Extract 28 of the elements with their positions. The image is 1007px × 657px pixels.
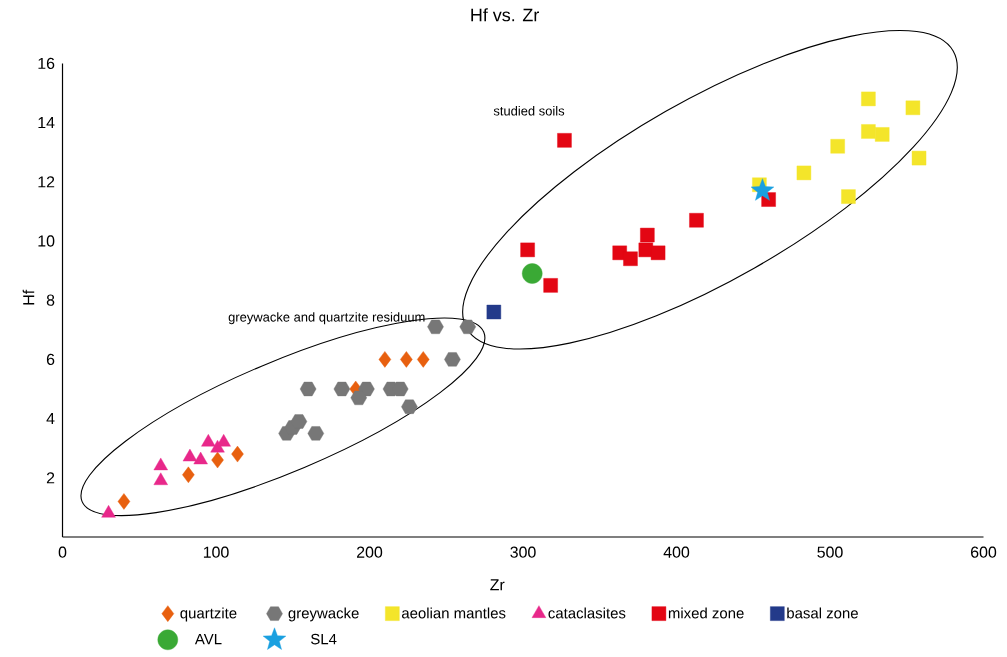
x-tick-label: 400 xyxy=(663,546,690,558)
y-tick-label: 16 xyxy=(38,57,55,70)
y-tick-label: 10 xyxy=(38,235,55,247)
annotation: greywacke and quartzite residuum xyxy=(228,312,425,325)
chart-title: Hf vs. Zr xyxy=(471,8,539,22)
y-axis-title: Hf xyxy=(22,289,35,305)
y-tick-label: 6 xyxy=(46,353,55,366)
y-tick-label: 12 xyxy=(38,176,55,188)
x-axis-title: Zr xyxy=(490,579,505,591)
y-tick-label: 14 xyxy=(38,117,55,129)
x-tick-label: 100 xyxy=(203,546,229,558)
annotation: studied soils xyxy=(493,105,565,116)
legend-label: AVL xyxy=(194,633,222,645)
legend-label: mixed zone xyxy=(668,607,744,619)
x-tick-label: 300 xyxy=(510,546,536,558)
legend-label: aeolian mantles xyxy=(401,607,506,619)
x-tick-label: 200 xyxy=(357,546,383,558)
x-tick-label: 600 xyxy=(971,546,997,558)
legend-label: greywacke xyxy=(288,607,359,622)
x-tick-label: 0 xyxy=(58,546,67,558)
legend-label: cataclasites xyxy=(548,607,626,619)
y-tick-label: 8 xyxy=(46,294,55,306)
legend-label: basal zone xyxy=(787,607,858,619)
legend-label: quartzite xyxy=(180,607,237,622)
y-tick-label: 4 xyxy=(46,413,55,425)
x-tick-label: 500 xyxy=(817,546,843,558)
legend-label: SL4 xyxy=(311,633,337,645)
y-tick-label: 2 xyxy=(46,472,55,484)
